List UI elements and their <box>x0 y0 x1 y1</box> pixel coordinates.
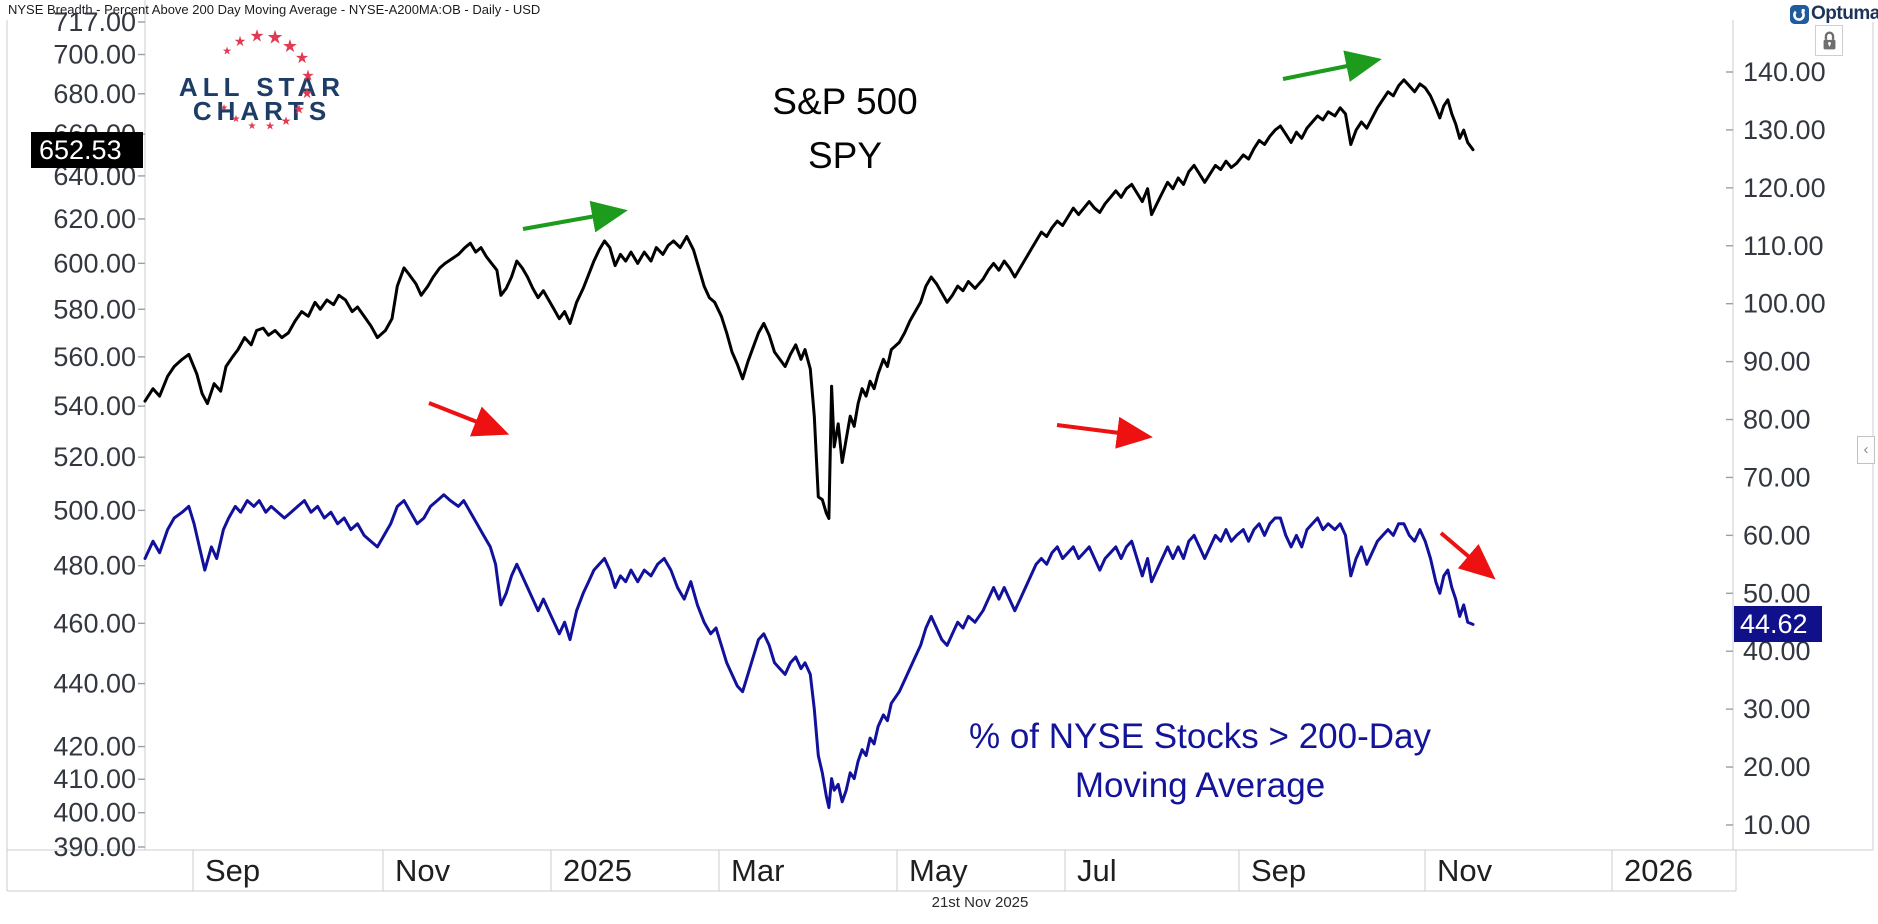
star-icon: ★ <box>249 26 265 46</box>
x-axis-label[interactable]: May <box>909 853 968 888</box>
green-up-arrow-2[interactable] <box>1282 50 1382 82</box>
star-icon: ★ <box>233 33 247 49</box>
left-axis-tick-label: 500.00 <box>53 495 136 525</box>
breadth-annotation: % of NYSE Stocks > 200-Day Moving Averag… <box>940 712 1460 810</box>
allstar-logo-line2: CHARTS <box>192 96 332 126</box>
spy-price-line <box>143 78 1475 520</box>
allstar-logo-line1: ALL STAR <box>178 72 346 102</box>
chevron-left-icon: ‹ <box>1863 441 1869 458</box>
star-icon: ★ <box>301 67 315 85</box>
star-icon: ★ <box>222 45 232 58</box>
right-axis-tick-label: 60.00 <box>1743 520 1811 550</box>
left-axis-tick-label: 717.00 <box>53 7 136 37</box>
left-axis-tick-label: 480.00 <box>53 551 136 581</box>
left-axis-tick-label: 460.00 <box>53 608 136 638</box>
right-axis-tick-label: 90.00 <box>1743 347 1811 377</box>
right-axis-tick-label: 50.00 <box>1743 578 1811 608</box>
star-icon: ★ <box>231 114 241 125</box>
red-down-arrow-1[interactable] <box>428 401 510 437</box>
breadth-annotation-line1: % of NYSE Stocks > 200-Day <box>968 717 1431 756</box>
right-axis-tick-label: 100.00 <box>1743 289 1826 319</box>
lock-button[interactable] <box>1815 25 1843 56</box>
left-axis-tick-label: 440.00 <box>53 669 136 699</box>
star-icon: ★ <box>219 102 229 113</box>
x-axis-label[interactable]: 2025 <box>563 853 632 888</box>
left-axis-tick-label: 520.00 <box>53 442 136 472</box>
left-axis-tick-label: 410.00 <box>53 764 136 794</box>
star-icon: ★ <box>265 120 275 133</box>
x-axis-label[interactable]: Nov <box>395 853 451 888</box>
left-axis-tick-label: 400.00 <box>53 798 136 828</box>
left-axis-tick-label: 600.00 <box>53 248 136 278</box>
lock-icon <box>1823 31 1835 49</box>
left-axis-tick-label: 680.00 <box>53 79 136 109</box>
star-icon: ★ <box>280 114 292 128</box>
optuma-logo-icon <box>1790 4 1809 24</box>
optuma-logo-text: Optuma <box>1811 3 1878 24</box>
right-axis-tick-label: 130.00 <box>1743 115 1826 145</box>
left-axis-tick-label: 420.00 <box>53 732 136 762</box>
star-icon: ★ <box>281 36 299 56</box>
star-icon: ★ <box>247 121 257 132</box>
red-down-arrow-2[interactable] <box>1056 416 1153 449</box>
footer-date: 21st Nov 2025 <box>931 894 1029 911</box>
red-down-arrow-3[interactable] <box>1439 531 1496 580</box>
instrument-title: S&P 500 SPY <box>715 82 975 176</box>
x-axis-label[interactable]: Sep <box>1251 853 1306 888</box>
star-icon: ★ <box>294 50 310 67</box>
allstar-charts-logo: ALL STAR CHARTS <box>150 72 374 126</box>
left-axis-tick-label: 560.00 <box>53 342 136 372</box>
x-axis-label[interactable]: Jul <box>1077 853 1117 888</box>
green-up-arrow-1[interactable] <box>522 200 628 233</box>
left-axis-tick-label: 540.00 <box>53 391 136 421</box>
last-breadth-badge: 44.62 <box>1734 606 1822 643</box>
right-axis-tick-label: 110.00 <box>1743 231 1824 261</box>
panel-collapse-button[interactable]: ‹ <box>1857 436 1875 464</box>
last-price-badge: 652.53 <box>31 131 143 168</box>
right-axis-tick-label: 10.00 <box>1743 810 1811 840</box>
right-axis-tick-label: 20.00 <box>1743 752 1811 782</box>
instrument-title-line2: SPY <box>807 135 883 176</box>
left-axis-tick-label: 580.00 <box>53 294 136 324</box>
x-axis-label[interactable]: Mar <box>731 853 784 888</box>
optuma-logo: Optuma ® <box>1790 3 1878 25</box>
star-icon: ★ <box>266 27 284 49</box>
instrument-title-line1: S&P 500 <box>772 81 918 122</box>
right-axis-tick-label: 70.00 <box>1743 462 1811 492</box>
left-axis-tick-label: 700.00 <box>53 40 136 70</box>
left-axis-tick-label: 390.00 <box>53 832 136 862</box>
star-icon: ★ <box>300 85 314 101</box>
breadth-annotation-line2: Moving Average <box>1074 766 1326 805</box>
right-axis-tick-label: 140.00 <box>1743 57 1826 87</box>
x-axis-label[interactable]: 2026 <box>1624 853 1693 888</box>
right-axis-tick-label: 120.00 <box>1743 173 1826 203</box>
right-axis-tick-label: 30.00 <box>1743 694 1811 724</box>
chart-header-title: NYSE Breadth - Percent Above 200 Day Mov… <box>8 2 541 17</box>
breadth-line <box>143 493 1475 810</box>
x-axis-label[interactable]: Nov <box>1437 853 1493 888</box>
x-axis-label[interactable]: Sep <box>205 853 260 888</box>
left-axis-tick-label: 620.00 <box>53 204 136 234</box>
right-axis-tick-label: 80.00 <box>1743 405 1811 435</box>
star-icon: ★ <box>293 101 305 117</box>
